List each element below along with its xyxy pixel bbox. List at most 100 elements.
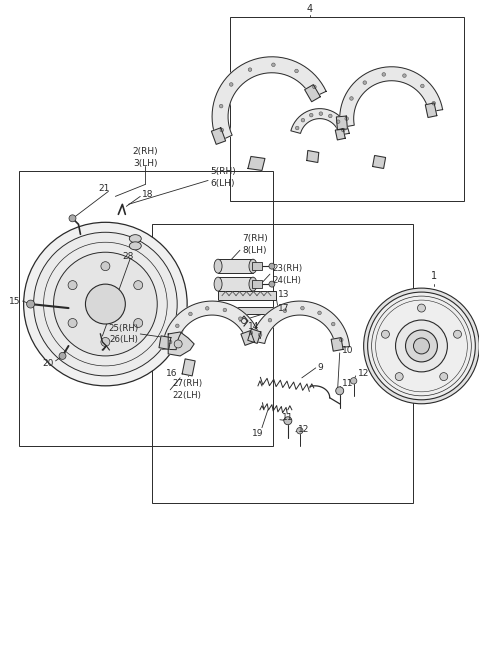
Circle shape [318,311,321,315]
Polygon shape [251,301,349,348]
Polygon shape [248,157,265,171]
Circle shape [328,114,332,118]
Circle shape [432,102,435,105]
Circle shape [336,387,344,395]
Text: 26(LH): 26(LH) [109,335,138,344]
Polygon shape [372,155,385,169]
Circle shape [101,262,110,271]
Circle shape [312,85,316,89]
Circle shape [395,373,403,380]
Circle shape [364,288,480,404]
Ellipse shape [85,284,125,324]
Circle shape [310,113,313,117]
Circle shape [229,83,233,86]
Circle shape [295,126,299,130]
Circle shape [268,318,272,322]
Circle shape [420,84,424,88]
Text: 21: 21 [98,184,110,193]
Polygon shape [248,329,261,343]
Circle shape [219,104,223,108]
Circle shape [239,317,242,320]
Circle shape [319,112,323,115]
Ellipse shape [34,232,177,376]
Circle shape [284,417,292,424]
Bar [230,17,464,201]
Circle shape [331,322,335,326]
Text: 7(RH): 7(RH) [242,234,268,243]
Text: 23(RH): 23(RH) [272,264,302,273]
Ellipse shape [249,259,257,273]
Polygon shape [331,338,343,351]
Circle shape [248,68,252,72]
Circle shape [205,306,209,310]
Circle shape [413,338,430,354]
Circle shape [69,215,76,222]
Circle shape [295,69,298,73]
Text: 18: 18 [142,190,154,199]
Ellipse shape [214,277,222,291]
Text: 22(LH): 22(LH) [172,391,201,400]
Circle shape [368,292,475,400]
Bar [19,171,273,445]
Polygon shape [336,116,348,130]
Circle shape [345,117,348,121]
Text: 10: 10 [342,346,353,356]
Circle shape [168,340,172,344]
Text: 13: 13 [278,289,289,298]
Circle shape [300,306,304,310]
Circle shape [301,118,305,122]
Circle shape [382,330,389,338]
Circle shape [403,74,406,77]
Bar [152,224,413,504]
Circle shape [258,333,262,337]
Ellipse shape [129,235,141,243]
Text: 27(RH): 27(RH) [172,379,203,388]
Text: 15: 15 [9,297,20,306]
Circle shape [336,120,340,123]
Text: 14: 14 [248,321,259,331]
Bar [252,280,262,288]
Ellipse shape [24,222,187,386]
Polygon shape [425,103,437,117]
Bar [218,307,276,314]
Ellipse shape [54,252,157,356]
Circle shape [297,428,303,434]
Circle shape [223,308,227,312]
Polygon shape [212,57,326,142]
Text: 4: 4 [307,4,313,14]
Circle shape [341,128,345,132]
Circle shape [269,263,275,269]
Ellipse shape [249,277,257,291]
Circle shape [26,300,35,308]
Text: 6(LH): 6(LH) [210,179,235,188]
Text: 25(RH): 25(RH) [108,323,138,333]
Circle shape [68,281,77,289]
Polygon shape [162,301,260,350]
Circle shape [418,304,425,312]
Text: 5(RH): 5(RH) [210,167,236,176]
Bar [218,277,253,291]
Circle shape [134,281,143,289]
Circle shape [189,312,192,316]
Circle shape [350,378,357,384]
Circle shape [440,373,448,380]
Polygon shape [305,85,320,102]
Ellipse shape [129,242,141,250]
Text: 11: 11 [342,379,353,388]
Polygon shape [241,331,254,345]
Text: 1: 1 [432,271,437,281]
Ellipse shape [214,259,222,273]
Circle shape [176,324,179,327]
Polygon shape [159,336,171,350]
Circle shape [220,128,224,132]
Circle shape [454,330,461,338]
Circle shape [68,319,77,327]
Polygon shape [340,67,443,128]
Circle shape [272,63,275,66]
Circle shape [101,337,110,346]
Circle shape [59,352,66,359]
Text: 9: 9 [318,363,324,373]
Bar [252,262,262,270]
Polygon shape [211,128,226,144]
Circle shape [269,281,275,287]
